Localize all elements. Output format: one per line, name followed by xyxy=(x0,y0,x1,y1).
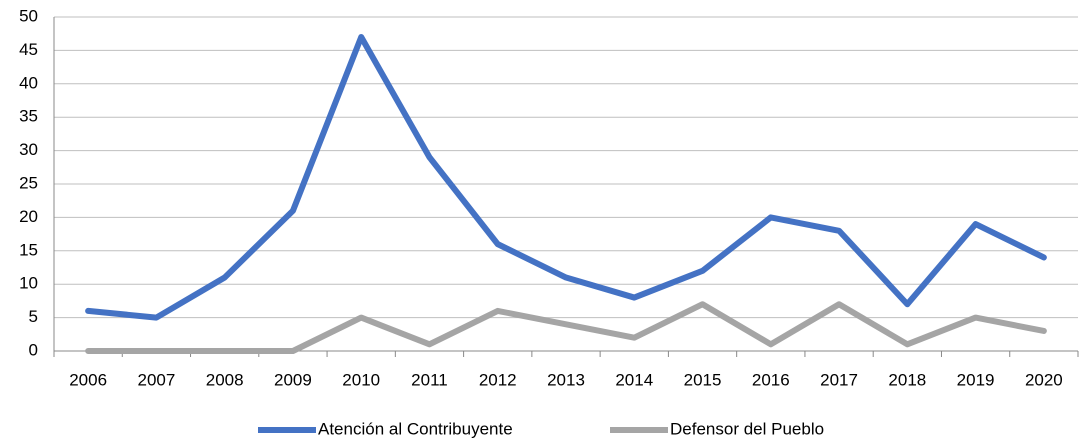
x-tick-label: 2015 xyxy=(684,370,722,389)
y-tick-label: 10 xyxy=(19,274,38,293)
x-tick-label: 2017 xyxy=(820,370,858,389)
x-tick-label: 2016 xyxy=(752,370,790,389)
x-tick-label: 2008 xyxy=(206,370,244,389)
x-tick-label: 2013 xyxy=(547,370,585,389)
x-tick-label: 2009 xyxy=(274,370,312,389)
x-tick-label: 2020 xyxy=(1025,370,1063,389)
y-tick-label: 5 xyxy=(29,307,38,326)
series-line xyxy=(85,34,1047,321)
y-tick-label: 45 xyxy=(19,40,38,59)
y-tick-label: 35 xyxy=(19,107,38,126)
y-tick-label: 50 xyxy=(19,6,38,25)
y-tick-label: 25 xyxy=(19,173,38,192)
legend-label: Defensor del Pueblo xyxy=(670,419,824,438)
y-tick-label: 0 xyxy=(29,340,38,359)
x-tick-label: 2019 xyxy=(957,370,995,389)
x-tick-label: 2011 xyxy=(411,370,448,389)
y-tick-label: 40 xyxy=(19,73,38,92)
y-tick-label: 30 xyxy=(19,140,38,159)
legend-label: Atención al Contribuyente xyxy=(318,419,513,438)
y-tick-label: 20 xyxy=(19,207,38,226)
x-tick-label: 2014 xyxy=(615,370,653,389)
x-tick-label: 2007 xyxy=(137,370,175,389)
x-tick-label: 2010 xyxy=(342,370,380,389)
x-tick-label: 2012 xyxy=(479,370,517,389)
x-tick-label: 2018 xyxy=(888,370,926,389)
series-line xyxy=(85,301,1047,354)
y-tick-label: 15 xyxy=(19,240,38,259)
x-tick-label: 2006 xyxy=(69,370,107,389)
